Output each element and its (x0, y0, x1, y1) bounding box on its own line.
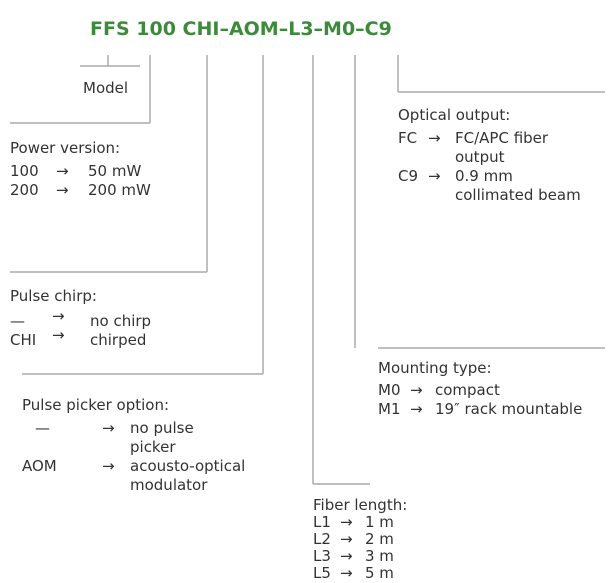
option-code: FC (398, 129, 418, 147)
group-title: Power version: (10, 139, 121, 157)
option-code: 100 (10, 162, 39, 180)
option-description: compact (435, 381, 500, 399)
option-description: 1 m (365, 513, 394, 531)
option-description: 3 m (365, 547, 394, 565)
option-description: no chirp (90, 312, 152, 330)
arrow: → (340, 564, 353, 582)
option-code: M0 (378, 381, 401, 399)
option-code: L2 (313, 530, 331, 548)
option-code: L3 (313, 547, 331, 565)
arrow: → (428, 167, 441, 185)
group-title: Fiber length: (313, 496, 408, 514)
option-code: — (10, 312, 25, 330)
arrow: → (340, 547, 353, 565)
option-description: 19″ rack mountable (435, 400, 583, 418)
arrow: → (340, 530, 353, 548)
group-title: Pulse chirp: (10, 287, 97, 305)
option-description: 200 mW (88, 181, 151, 199)
option-description: chirped (90, 331, 147, 349)
option-description: collimated beam (455, 186, 581, 204)
option-code: L5 (313, 564, 331, 582)
arrow: → (52, 326, 65, 344)
option-description: output (455, 148, 505, 166)
option-code: AOM (22, 457, 57, 475)
option-description: acousto-optical (130, 457, 246, 475)
option-description: 2 m (365, 530, 394, 548)
option-code: M1 (378, 400, 401, 418)
group-title: Optical output: (398, 106, 511, 124)
arrow: → (410, 381, 423, 399)
group-title: Pulse picker option: (22, 396, 170, 414)
option-description: picker (130, 438, 176, 456)
arrow: → (410, 400, 423, 418)
arrow: → (102, 457, 115, 475)
arrow: → (340, 513, 353, 531)
option-code: L1 (313, 513, 331, 531)
arrow: → (428, 129, 441, 147)
arrow: → (56, 181, 69, 199)
arrow: → (52, 307, 65, 325)
option-code: C9 (398, 167, 419, 185)
arrow: → (56, 162, 69, 180)
arrow: → (102, 419, 115, 437)
option-code: 200 (10, 181, 39, 199)
option-description: FC/APC fiber (455, 129, 549, 147)
model-code: FFS 100 CHI–AOM–L3–M0–C9 (90, 18, 392, 40)
option-description: modulator (130, 476, 208, 494)
option-description: 0.9 mm (455, 167, 513, 185)
option-description: no pulse (130, 419, 194, 437)
option-code: — (35, 419, 50, 437)
option-code: CHI (10, 331, 37, 349)
option-description: 50 mW (88, 162, 142, 180)
group-title: Mounting type: (378, 359, 492, 377)
group-title: Model (83, 79, 129, 97)
option-description: 5 m (365, 564, 394, 582)
